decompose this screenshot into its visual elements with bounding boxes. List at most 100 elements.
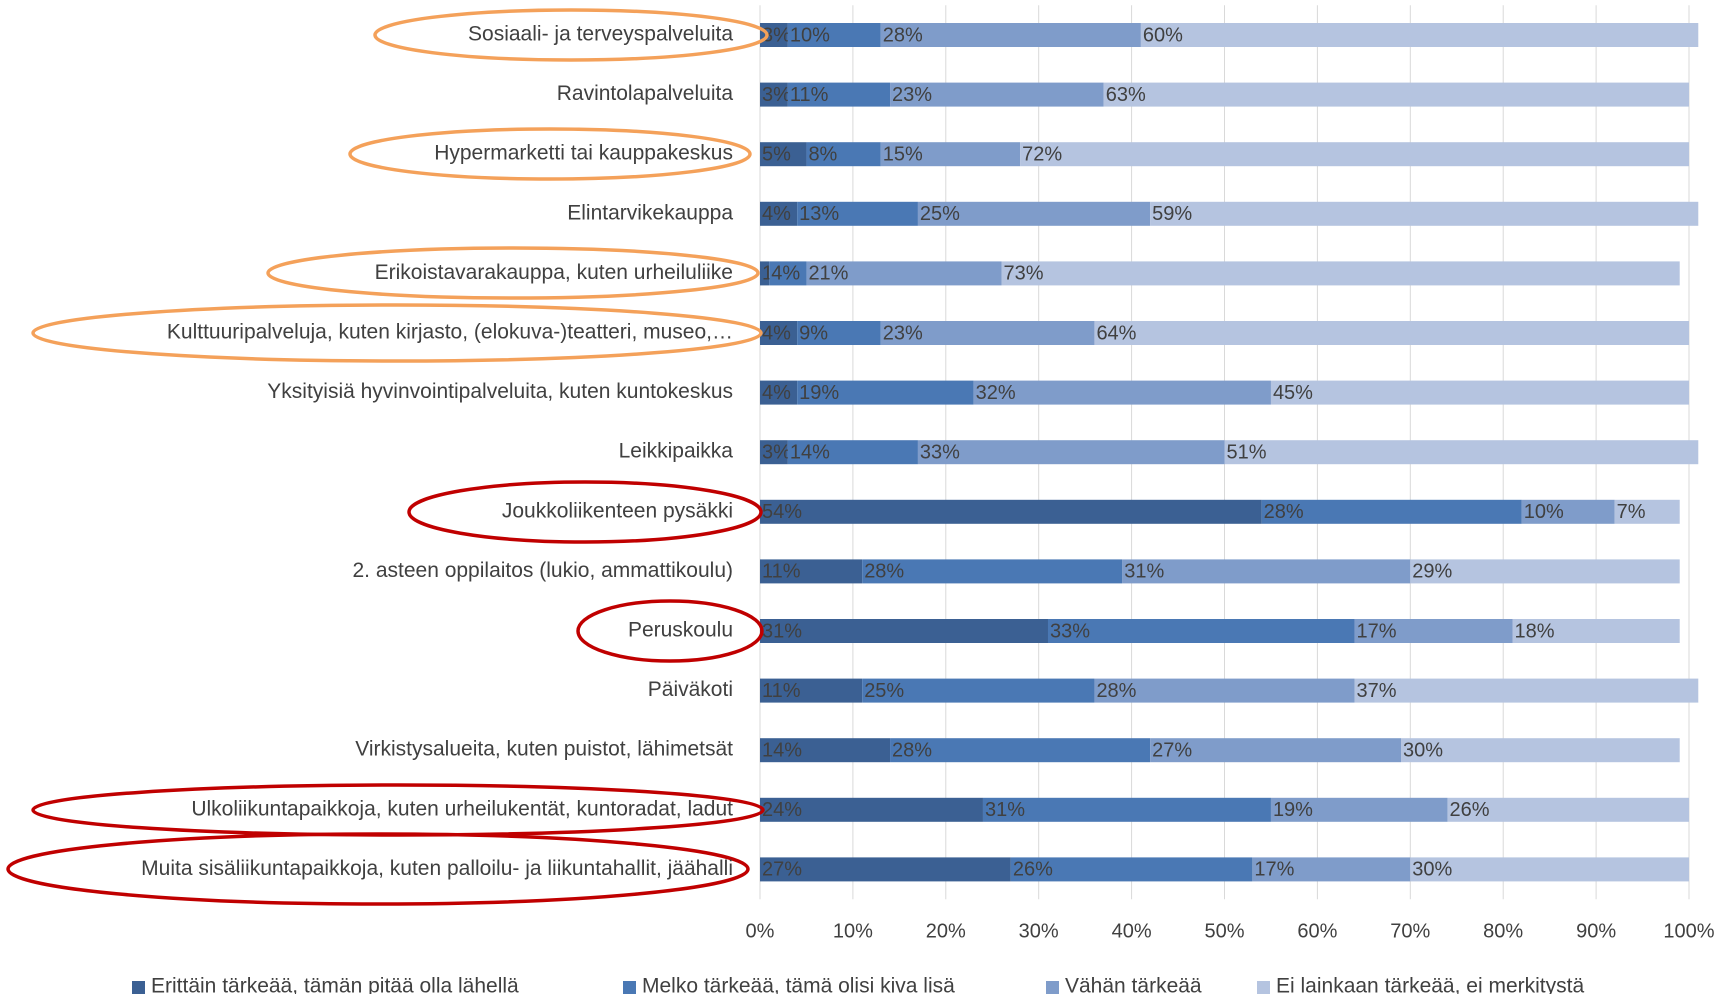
bar-segment xyxy=(1122,559,1411,584)
value-label: 33% xyxy=(1050,620,1090,642)
bar-segment xyxy=(797,201,918,226)
value-label: 26% xyxy=(1449,799,1489,821)
bar-segment xyxy=(1354,678,1699,703)
category-label: Erikoistavarakauppa, kuten urheiluliike xyxy=(375,261,733,284)
legend-swatch xyxy=(132,981,145,994)
legend-swatch xyxy=(623,981,636,994)
value-label: 60% xyxy=(1143,24,1183,46)
bar-segment xyxy=(760,559,863,584)
bar-segment xyxy=(806,261,1002,286)
bar-segment xyxy=(1447,797,1689,822)
bar-segment xyxy=(760,797,983,822)
bar-segment xyxy=(760,201,798,226)
bar-segment xyxy=(1270,380,1689,405)
legend-swatch xyxy=(1046,981,1059,994)
bar-segment xyxy=(917,440,1225,465)
x-tick-label: 20% xyxy=(926,920,966,942)
value-label: 28% xyxy=(864,561,904,583)
value-label: 19% xyxy=(1273,799,1313,821)
bar-segment xyxy=(1001,261,1680,286)
bar-segment xyxy=(787,23,881,47)
bar-segment xyxy=(1010,857,1253,882)
bar-segment xyxy=(760,440,788,465)
bar-segment xyxy=(760,738,891,763)
value-label: 26% xyxy=(1013,859,1053,881)
bar-segment xyxy=(1020,142,1689,167)
highlight-ellipse xyxy=(348,127,752,181)
bar-segment xyxy=(880,23,1141,47)
legend-label: Melko tärkeää, tämä olisi kiva lisä xyxy=(642,975,955,994)
value-label: 17% xyxy=(1254,859,1294,881)
bar-segment xyxy=(760,23,788,47)
x-tick-label: 30% xyxy=(1019,920,1059,942)
value-label: 23% xyxy=(892,84,932,106)
bar-segment xyxy=(760,380,798,405)
category-label: Yksityisiä hyvinvointipalveluita, kuten … xyxy=(267,380,733,403)
category-label: Ravintolapalveluita xyxy=(557,82,734,105)
bar-segment xyxy=(760,678,863,703)
bar-segment xyxy=(880,142,1021,167)
bar-segment xyxy=(760,142,807,167)
value-label: 30% xyxy=(1412,859,1452,881)
value-label: 3% xyxy=(762,24,791,46)
value-label: 10% xyxy=(1524,501,1564,523)
value-label: 3% xyxy=(762,441,791,463)
value-label: 28% xyxy=(892,739,932,761)
bar-segment xyxy=(1401,738,1680,763)
value-label: 64% xyxy=(1096,322,1136,344)
bar-segment xyxy=(797,321,881,345)
bar-segment xyxy=(973,380,1271,405)
x-tick-label: 80% xyxy=(1483,920,1523,942)
bar-segment xyxy=(862,678,1095,703)
value-label: 72% xyxy=(1022,143,1062,165)
value-label: 15% xyxy=(883,143,923,165)
value-label: 73% xyxy=(1004,263,1044,285)
bar-segment xyxy=(1512,619,1680,643)
bar-segment xyxy=(769,261,807,286)
bar-segment xyxy=(760,857,1011,882)
value-label: 4% xyxy=(771,263,800,285)
value-label: 23% xyxy=(883,322,923,344)
bar-segment xyxy=(1150,738,1402,763)
value-label: 32% xyxy=(976,382,1016,404)
value-label: 11% xyxy=(762,561,801,583)
category-label: Elintarvikekauppa xyxy=(567,201,733,224)
x-tick-label: 40% xyxy=(1112,920,1152,942)
bar-segment xyxy=(982,797,1271,822)
bar-segment xyxy=(1354,619,1513,643)
bar-segment xyxy=(880,321,1095,345)
value-label: 24% xyxy=(762,799,802,821)
value-label: 4% xyxy=(762,203,791,225)
value-label: 10% xyxy=(790,24,830,46)
x-tick-label: 10% xyxy=(833,920,873,942)
value-label: 59% xyxy=(1152,203,1192,225)
bar-segment xyxy=(797,380,974,405)
category-label: Hypermarketti tai kauppakeskus xyxy=(434,142,733,165)
value-label: 30% xyxy=(1403,739,1443,761)
category-label: Muita sisäliikuntapaikkoja, kuten palloi… xyxy=(141,857,733,880)
bar-segment xyxy=(1410,857,1689,882)
category-label: 2. asteen oppilaitos (lukio, ammattikoul… xyxy=(352,559,733,582)
value-label: 25% xyxy=(920,203,960,225)
bar-segment xyxy=(1410,559,1680,584)
value-label: 31% xyxy=(1124,561,1164,583)
bar-segment xyxy=(1252,857,1411,882)
bar-segment xyxy=(1094,321,1689,345)
legend-label: Ei lainkaan tärkeää, ei merkitystä xyxy=(1276,975,1584,994)
category-label: Virkistysalueita, kuten puistot, lähimet… xyxy=(355,738,733,761)
value-label: 18% xyxy=(1514,620,1554,642)
value-label: 4% xyxy=(762,382,791,404)
value-label: 14% xyxy=(790,441,830,463)
value-label: 27% xyxy=(1152,739,1192,761)
bar-segment xyxy=(862,559,1123,584)
bar-segment xyxy=(760,82,788,107)
bar-segment xyxy=(1521,499,1615,524)
legend-swatch xyxy=(1257,981,1270,994)
category-label: Joukkoliikenteen pysäkki xyxy=(502,499,733,522)
value-label: 25% xyxy=(864,680,904,702)
value-label: 19% xyxy=(799,382,839,404)
value-label: 28% xyxy=(883,24,923,46)
value-label: 29% xyxy=(1412,561,1452,583)
value-label: 31% xyxy=(762,620,802,642)
bar-segment xyxy=(1224,440,1699,465)
